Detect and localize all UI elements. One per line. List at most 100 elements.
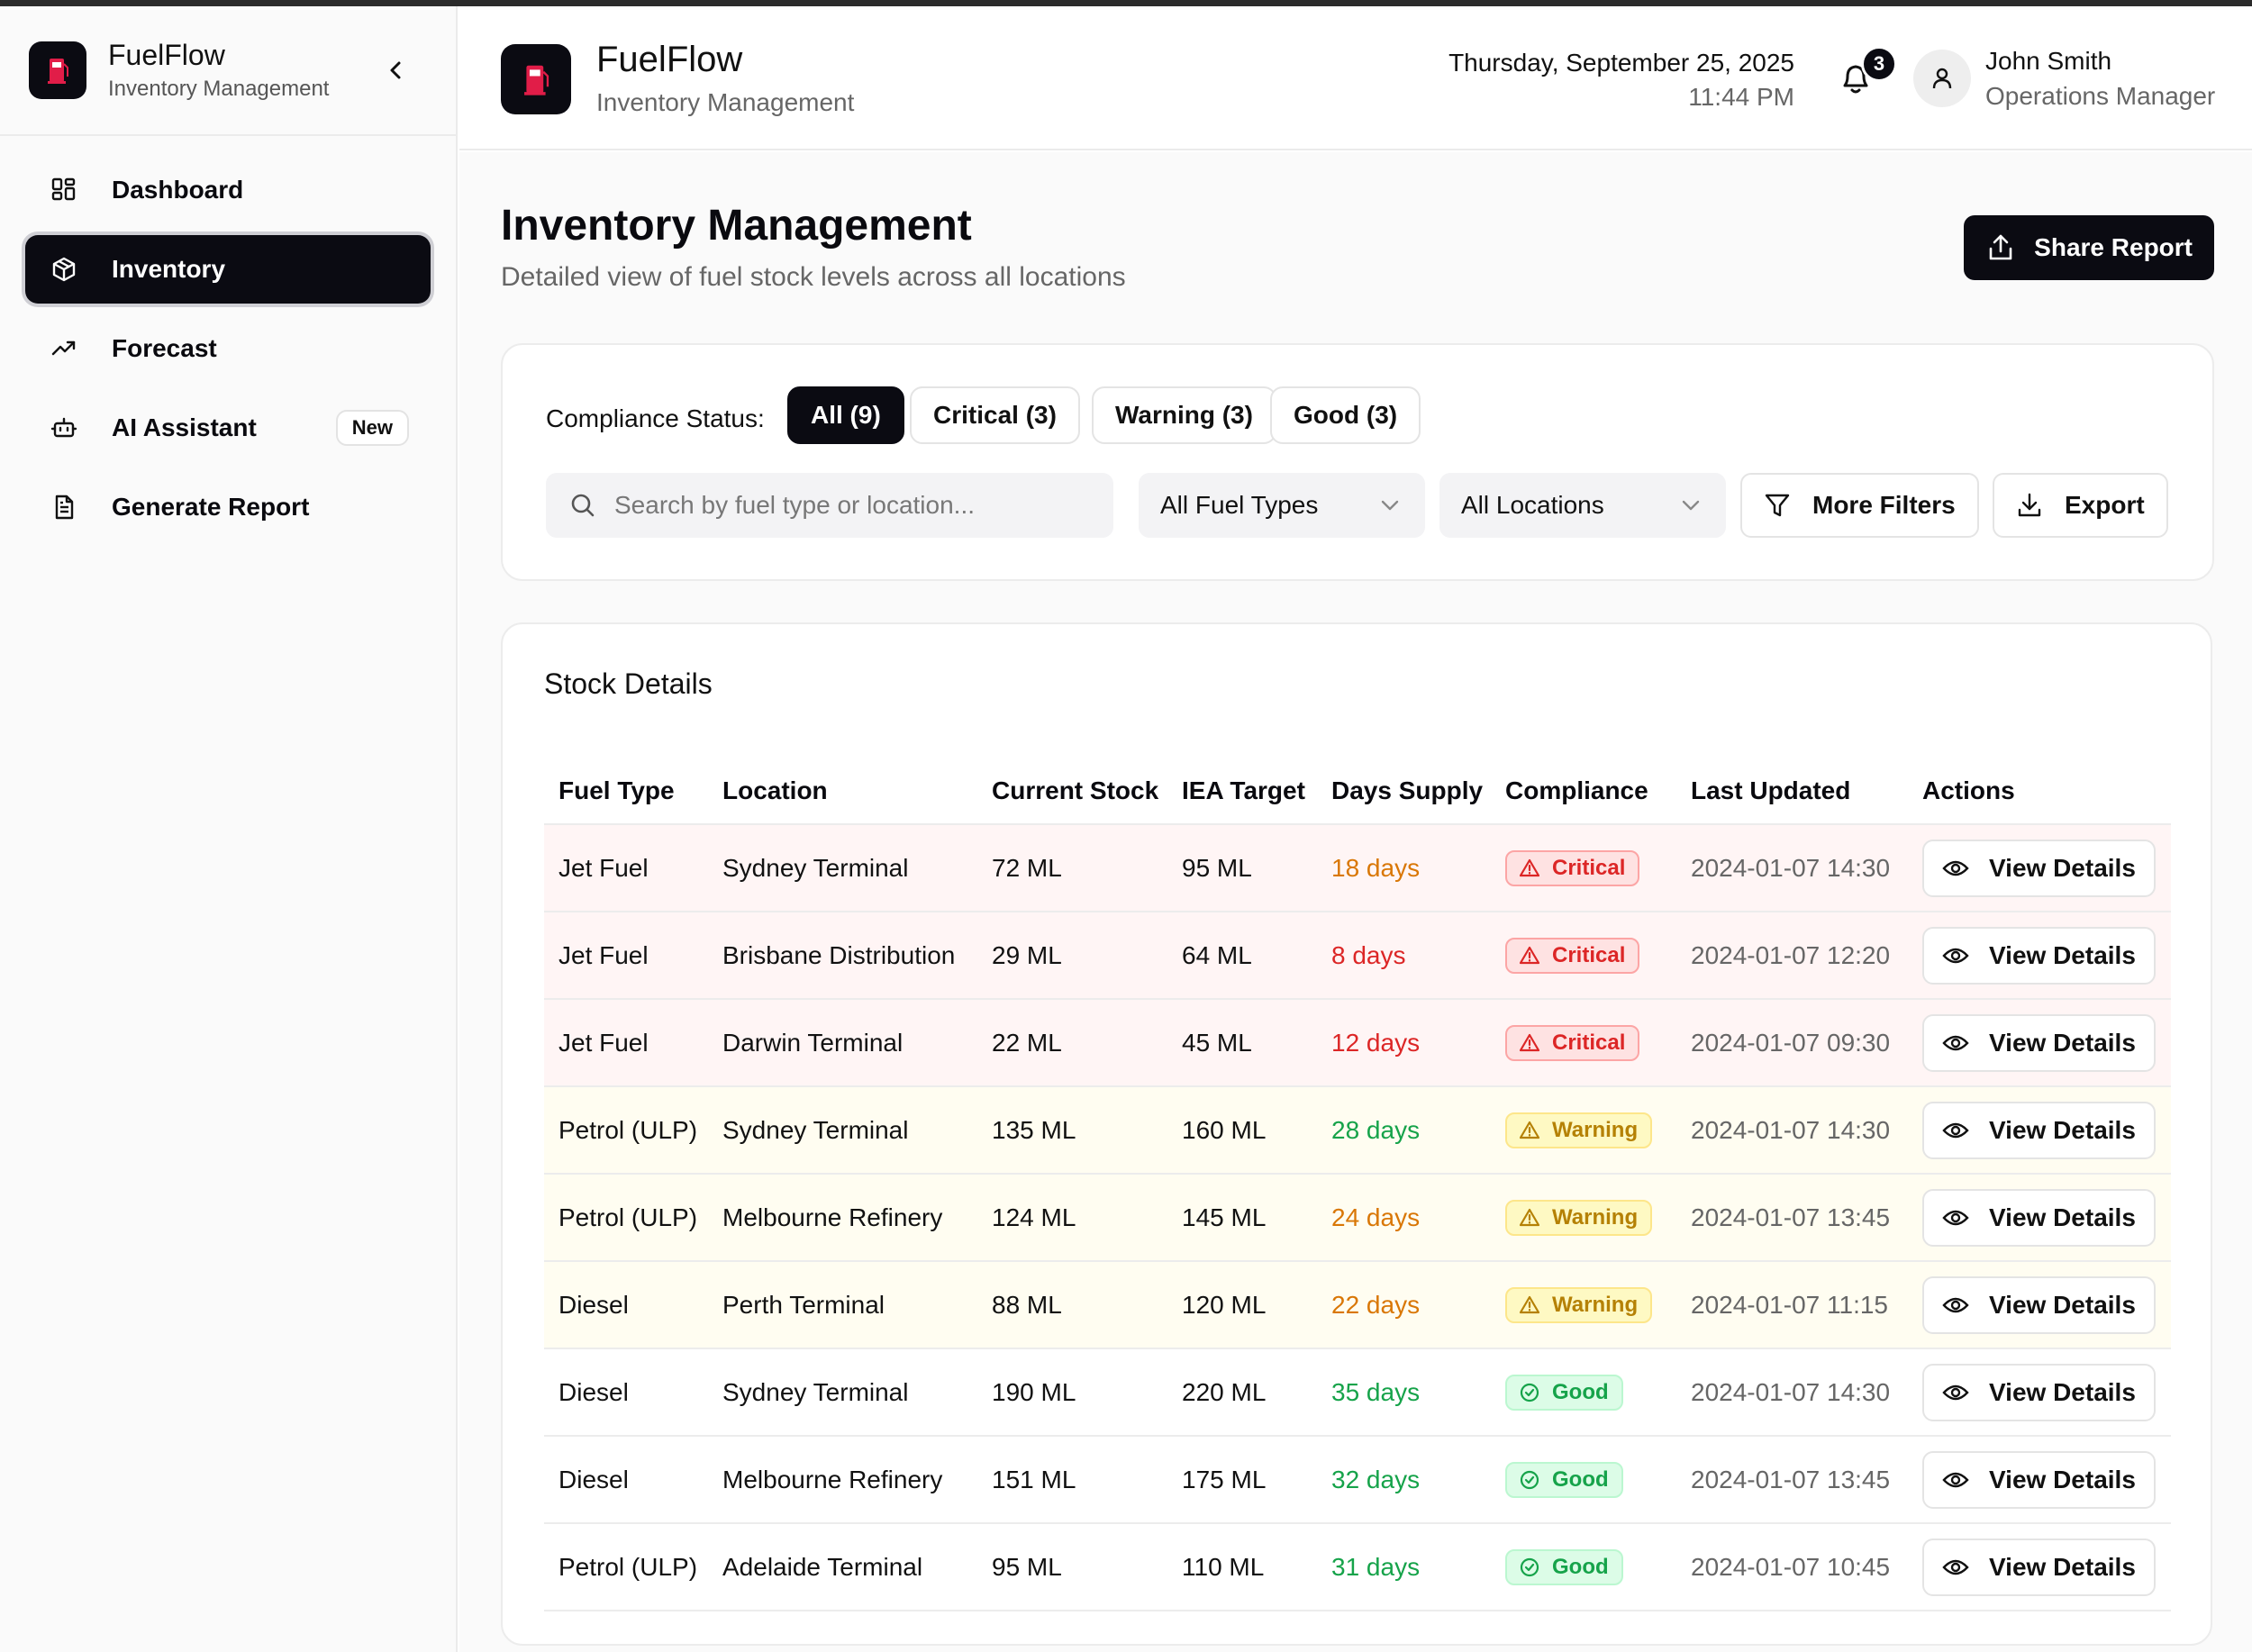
cell-iea-target: 110 ML [1167, 1523, 1317, 1611]
export-button[interactable]: Export [1993, 473, 2168, 538]
cell-current-stock: 124 ML [977, 1174, 1167, 1262]
compliance-status-badge: Good [1505, 1461, 1623, 1498]
bot-icon [49, 413, 79, 443]
compliance-status-label: Critical [1552, 1030, 1626, 1055]
cell-actions: View Details [1908, 1348, 2171, 1437]
filter-chip-critical[interactable]: Critical (3) [910, 386, 1080, 444]
export-label: Export [2065, 491, 2145, 519]
cell-current-stock: 72 ML [977, 824, 1167, 912]
more-filters-label: More Filters [1812, 491, 1956, 519]
cell-iea-target: 145 ML [1167, 1174, 1317, 1262]
alert-triangle-icon [1520, 858, 1539, 876]
cell-iea-target: 95 ML [1167, 824, 1317, 912]
collapse-sidebar-button[interactable] [382, 57, 409, 84]
column-header-days-supply[interactable]: Days Supply [1317, 758, 1491, 825]
sidebar-item-dashboard[interactable]: Dashboard [25, 156, 431, 224]
view-details-button[interactable]: View Details [1922, 1363, 2156, 1421]
cell-fuel-type: Diesel [544, 1348, 708, 1437]
compliance-status-badge: Good [1505, 1374, 1623, 1411]
sidebar-app-name: FuelFlow [108, 39, 225, 71]
window-top-border [0, 0, 2252, 6]
cell-actions: View Details [1908, 999, 2171, 1087]
trending-up-icon [49, 333, 79, 364]
header-brand: FuelFlow Inventory Management [501, 39, 854, 120]
cell-iea-target: 45 ML [1167, 999, 1317, 1087]
compliance-status-label: Warning [1552, 1204, 1639, 1230]
avatar[interactable] [1913, 50, 1971, 107]
cell-location: Adelaide Terminal [708, 1523, 977, 1611]
chevron-left-icon [390, 61, 401, 79]
chevron-down-icon [1381, 500, 1399, 511]
eye-icon [1942, 1472, 1969, 1487]
view-details-button[interactable]: View Details [1922, 1450, 2156, 1509]
view-details-button[interactable]: View Details [1922, 1013, 2156, 1072]
fuel-type-selected-value: All Fuel Types [1160, 491, 1319, 519]
download-icon [2018, 493, 2041, 517]
view-details-button[interactable]: View Details [1922, 1101, 2156, 1159]
cell-last-updated: 2024-01-07 10:45 [1676, 1523, 1908, 1611]
eye-icon [1942, 1210, 1969, 1225]
cell-compliance: Good [1491, 1523, 1676, 1611]
filter-chip-all[interactable]: All (9) [787, 386, 904, 444]
compliance-status-label: Good [1552, 1554, 1609, 1579]
notification-count-badge: 3 [1861, 46, 1897, 82]
view-details-button[interactable]: View Details [1922, 839, 2156, 897]
search-input[interactable] [614, 491, 1101, 520]
cell-compliance: Warning [1491, 1261, 1676, 1349]
cell-iea-target: 220 ML [1167, 1348, 1317, 1437]
eye-icon [1942, 948, 1969, 963]
sidebar-item-generate-report[interactable]: Generate Report [25, 473, 431, 541]
view-details-button[interactable]: View Details [1922, 926, 2156, 985]
cell-days-supply: 12 days [1317, 999, 1491, 1087]
check-circle-icon [1520, 1383, 1539, 1402]
sidebar-item-inventory[interactable]: Inventory [25, 235, 431, 304]
compliance-status-label: Compliance Status: [546, 404, 765, 432]
column-header-fuel-type[interactable]: Fuel Type [544, 758, 708, 825]
filter-chip-good[interactable]: Good (3) [1270, 386, 1421, 444]
view-details-button[interactable]: View Details [1922, 1188, 2156, 1247]
cell-current-stock: 135 ML [977, 1086, 1167, 1175]
fuel-type-select[interactable]: All Fuel Types [1139, 473, 1425, 538]
sidebar-item-ai-assistant[interactable]: AI Assistant New [25, 394, 431, 462]
column-header-last-updated[interactable]: Last Updated [1676, 758, 1908, 825]
view-details-label: View Details [1989, 1552, 2136, 1581]
cell-compliance: Critical [1491, 912, 1676, 1000]
compliance-status-badge: Critical [1505, 849, 1640, 886]
page-title: Inventory Management [501, 202, 972, 250]
location-select[interactable]: All Locations [1439, 473, 1726, 538]
cell-location: Melbourne Refinery [708, 1174, 977, 1262]
fuel-pump-logo-icon [501, 44, 571, 114]
cell-fuel-type: Jet Fuel [544, 912, 708, 1000]
current-time: 11:44 PM [1688, 83, 1794, 111]
cell-actions: View Details [1908, 1436, 2171, 1524]
column-header-location[interactable]: Location [708, 758, 977, 825]
view-details-button[interactable]: View Details [1922, 1275, 2156, 1334]
share-report-button[interactable]: Share Report [1964, 215, 2214, 280]
cell-compliance: Warning [1491, 1086, 1676, 1175]
view-details-button[interactable]: View Details [1922, 1538, 2156, 1596]
compliance-status-badge: Warning [1505, 1286, 1653, 1323]
main-content: Inventory Management Detailed view of fu… [459, 152, 2252, 1652]
eye-icon [1942, 860, 1969, 876]
column-header-current-stock[interactable]: Current Stock [977, 758, 1167, 825]
cell-fuel-type: Petrol (ULP) [544, 1086, 708, 1175]
cell-last-updated: 2024-01-07 13:45 [1676, 1174, 1908, 1262]
compliance-status-badge: Critical [1505, 937, 1640, 974]
stock-table-body: Jet Fuel Sydney Terminal 72 ML 95 ML 18 days… [544, 824, 2171, 1611]
cell-iea-target: 64 ML [1167, 912, 1317, 1000]
cell-fuel-type: Petrol (ULP) [544, 1523, 708, 1611]
filter-chip-warning[interactable]: Warning (3) [1092, 386, 1276, 444]
cell-location: Melbourne Refinery [708, 1436, 977, 1524]
sidebar-item-label: Generate Report [112, 493, 310, 521]
cell-compliance: Good [1491, 1436, 1676, 1524]
check-circle-icon [1520, 1557, 1539, 1576]
column-header-iea-target[interactable]: IEA Target [1167, 758, 1317, 825]
sidebar-item-label: AI Assistant [112, 413, 257, 441]
notifications-button[interactable]: 3 [1838, 46, 1897, 102]
column-header-compliance[interactable]: Compliance [1491, 758, 1676, 825]
sidebar-item-forecast[interactable]: Forecast [25, 314, 431, 383]
stock-details-card: Stock Details Fuel Type Location Current… [501, 622, 2212, 1646]
sidebar-item-label: Dashboard [112, 176, 244, 204]
table-row: Jet Fuel Brisbane Distribution 29 ML 64 ML 8… [544, 912, 2171, 1000]
more-filters-button[interactable]: More Filters [1740, 473, 1979, 538]
